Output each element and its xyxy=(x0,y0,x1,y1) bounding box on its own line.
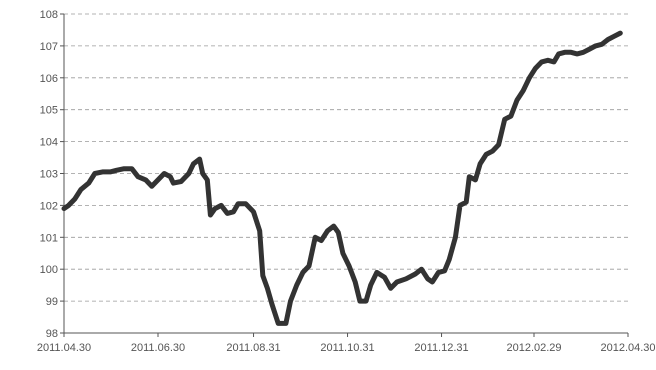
y-tick-label: 106 xyxy=(40,73,58,85)
y-tick-label: 108 xyxy=(40,9,58,21)
x-tick-label: 2011.04.30 xyxy=(37,342,91,354)
x-tick-label: 2011.10.31 xyxy=(320,342,374,354)
x-tick-label: 2011.08.31 xyxy=(226,342,280,354)
y-tick-label: 107 xyxy=(40,41,58,53)
x-tick-label: 2011.12.31 xyxy=(414,342,468,354)
x-tick-label: 2011.06.30 xyxy=(131,342,185,354)
y-tick-label: 102 xyxy=(40,200,58,212)
y-tick-label: 103 xyxy=(40,169,58,181)
series-group xyxy=(61,30,623,326)
y-tick-label: 101 xyxy=(40,232,58,244)
y-tick-label: 105 xyxy=(40,105,58,117)
y-tick-label: 104 xyxy=(40,137,58,149)
gridlines xyxy=(64,13,628,302)
y-tick-label: 98 xyxy=(46,328,58,340)
y-tick-label: 100 xyxy=(40,264,58,276)
series-line xyxy=(61,30,623,326)
y-tick-label: 99 xyxy=(46,296,58,308)
x-tick-label: 2012.04.30 xyxy=(600,342,655,354)
x-tick-label: 2012.02.29 xyxy=(506,342,561,354)
x-tick-labels: 2011.04.30 2011.06.30 2011.08.31 2011.10.31… xyxy=(37,333,656,354)
y-tick-labels: 98 99 100 101 102 103 104 105 106 107 108 xyxy=(40,9,64,340)
